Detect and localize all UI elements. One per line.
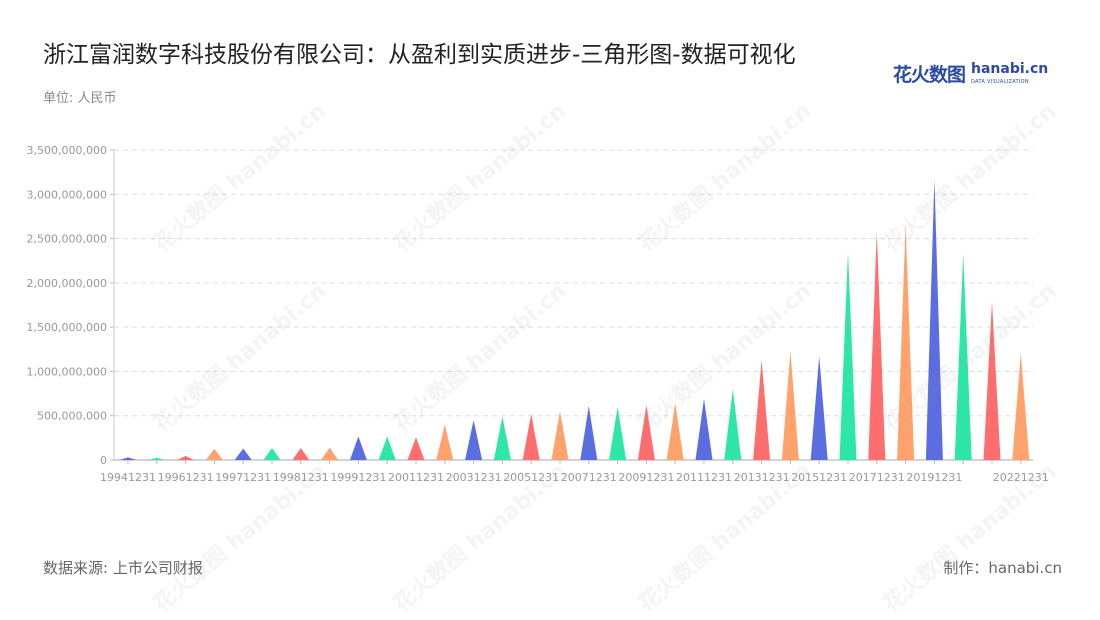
triangle-bar bbox=[983, 301, 1001, 460]
triangle-bar bbox=[522, 413, 540, 460]
logo-sub-text: DATA VISUALIZATION bbox=[971, 79, 1029, 85]
triangle-bar bbox=[781, 351, 799, 460]
triangle-bar bbox=[954, 253, 972, 460]
logo-en-text: hanabi.cn bbox=[971, 61, 1049, 77]
triangle-bar bbox=[1012, 352, 1030, 460]
x-tick-label: 20191231 bbox=[906, 471, 962, 484]
triangle-bar bbox=[724, 389, 742, 460]
x-tick-label: 19991231 bbox=[330, 471, 386, 484]
triangle-bar bbox=[436, 424, 454, 460]
x-tick-label: 19971231 bbox=[215, 471, 271, 484]
x-tick-label: 20091231 bbox=[618, 471, 674, 484]
x-tick-label: 20221231 bbox=[993, 471, 1049, 484]
x-tick-label: 20171231 bbox=[849, 471, 905, 484]
triangle-bar bbox=[321, 447, 339, 460]
triangle-bar bbox=[839, 251, 857, 460]
triangle-bar bbox=[868, 231, 886, 460]
y-tick-label: 2,000,000,000 bbox=[27, 277, 107, 290]
y-tick-label: 3,500,000,000 bbox=[27, 144, 107, 157]
y-tick-label: 3,000,000,000 bbox=[27, 188, 107, 201]
x-tick-label: 20151231 bbox=[791, 471, 847, 484]
y-tick-label: 500,000,000 bbox=[37, 410, 107, 423]
triangle-bar bbox=[810, 356, 828, 460]
triangle-bar bbox=[119, 457, 137, 460]
triangle-bar bbox=[925, 179, 943, 460]
x-tick-label: 20111231 bbox=[676, 471, 732, 484]
triangle-bar bbox=[349, 436, 367, 460]
triangle-bar bbox=[897, 224, 915, 460]
unit-label: 单位: 人民币 bbox=[43, 91, 117, 106]
triangle-bar bbox=[263, 448, 281, 460]
y-tick-label: 1,000,000,000 bbox=[27, 365, 107, 378]
x-tick-label: 19981231 bbox=[273, 471, 329, 484]
x-tick-label: 20131231 bbox=[734, 471, 790, 484]
triangle-bar bbox=[407, 437, 425, 460]
y-tick-label: 2,500,000,000 bbox=[27, 233, 107, 246]
y-tick-label: 0 bbox=[100, 454, 107, 467]
triangle-bar bbox=[378, 436, 396, 460]
triangle-bar bbox=[292, 448, 310, 460]
triangle-bar bbox=[177, 456, 195, 460]
x-tick-label: 20031231 bbox=[446, 471, 502, 484]
triangle-bar bbox=[753, 359, 771, 460]
triangle-bar bbox=[205, 448, 223, 460]
triangle-bar bbox=[551, 411, 569, 460]
triangle-bar bbox=[666, 403, 684, 460]
triangle-bar bbox=[609, 406, 627, 460]
y-tick-label: 1,500,000,000 bbox=[27, 321, 107, 334]
x-tick-label: 20071231 bbox=[561, 471, 617, 484]
triangle-bar bbox=[465, 420, 483, 460]
x-tick-label: 19941231 bbox=[100, 471, 156, 484]
data-source-note: 数据来源: 上市公司财报 bbox=[43, 559, 203, 577]
triangle-bar bbox=[234, 448, 252, 460]
triangle-bar bbox=[637, 405, 655, 460]
credit-note: 制作：hanabi.cn bbox=[943, 559, 1062, 577]
x-tick-label: 20011231 bbox=[388, 471, 444, 484]
x-tick-label: 19961231 bbox=[158, 471, 214, 484]
triangle-bar bbox=[695, 398, 713, 460]
triangle-bar bbox=[580, 405, 598, 460]
triangle-bar bbox=[148, 457, 166, 460]
brand-logo: 花火数图 hanabi.cn DATA VISUALIZATION bbox=[893, 60, 1048, 88]
logo-cn-text: 花火数图 bbox=[893, 64, 966, 86]
x-tick-label: 20051231 bbox=[503, 471, 559, 484]
triangle-bar bbox=[493, 416, 511, 460]
chart-title: 浙江富润数字科技股份有限公司：从盈利到实质进步-三角形图-数据可视化 bbox=[43, 42, 796, 68]
